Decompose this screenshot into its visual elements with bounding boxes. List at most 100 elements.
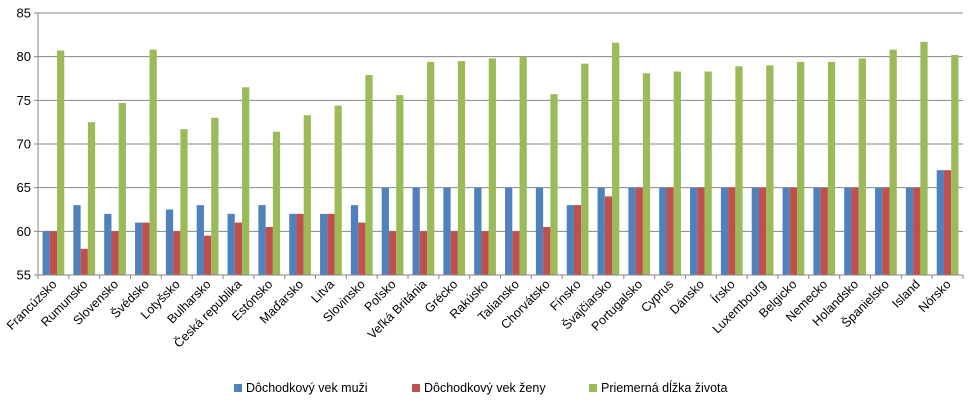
bar-life-expectancy [704, 71, 712, 275]
bar-life-expectancy [797, 61, 805, 275]
bar-men [597, 187, 605, 275]
bar-women [296, 213, 304, 275]
bar-women [234, 222, 243, 275]
bar-men [227, 213, 235, 275]
bar-life-expectancy [396, 95, 404, 275]
bar-men [936, 170, 944, 275]
bar-life-expectancy [612, 42, 620, 275]
bar-men [659, 187, 667, 275]
y-tick-label: 60 [17, 224, 31, 239]
bar-men [535, 187, 544, 275]
bar-men [566, 205, 574, 275]
bar-life-expectancy [242, 87, 250, 275]
axes [34, 12, 964, 279]
bar-men [381, 187, 389, 275]
bar-men [350, 205, 359, 275]
y-tick-label: 80 [17, 49, 31, 64]
bar-men [135, 222, 143, 275]
y-axis-ticks: 55 60 65 70 75 80 85 [17, 6, 31, 283]
bar-life-expectancy [673, 71, 681, 275]
bar-life-expectancy [920, 41, 928, 275]
bar-men [443, 187, 451, 275]
bar-women [203, 235, 212, 275]
y-tick-label: 85 [17, 6, 31, 21]
bar-women [728, 187, 736, 275]
bar-life-expectancy [57, 50, 65, 275]
bar-women [111, 231, 119, 275]
bar-men [42, 231, 50, 275]
bar-life-expectancy [735, 66, 743, 276]
bar-women [882, 187, 890, 275]
bar-men [165, 209, 174, 275]
bar-men [474, 187, 482, 275]
bar-men [782, 187, 790, 275]
y-tick-label: 55 [17, 268, 31, 283]
bar-women [913, 187, 921, 275]
legend-label: Dôchodkový vek ženy [424, 381, 546, 395]
bar-men [690, 187, 698, 275]
bar-women [173, 231, 181, 275]
bar-women [666, 187, 674, 275]
bar-women [789, 187, 798, 275]
bar-women [358, 222, 366, 275]
bar-men [720, 187, 729, 275]
bar-life-expectancy [427, 61, 435, 275]
bar-life-expectancy [303, 115, 311, 276]
bar-women [697, 187, 705, 275]
bar-men [813, 187, 821, 275]
bar-men [875, 187, 883, 275]
legend-label: Priemerná dĺžka života [601, 380, 727, 395]
bar-women [943, 170, 952, 275]
y-tick-label: 75 [17, 93, 31, 108]
bar-men [289, 213, 297, 275]
bar-women [80, 248, 88, 275]
bar-life-expectancy [827, 61, 836, 275]
bar-life-expectancy [87, 122, 96, 275]
bar-women [820, 187, 828, 275]
bar-women [142, 222, 150, 275]
bar-life-expectancy [365, 75, 373, 275]
bars [42, 41, 959, 276]
bar-women [49, 231, 58, 275]
bar-life-expectancy [550, 94, 558, 275]
bar-women [604, 196, 613, 275]
bar-women [758, 187, 767, 275]
bar-life-expectancy [211, 117, 219, 275]
bar-life-expectancy [180, 129, 188, 275]
x-tick-label: Dánsko [667, 277, 707, 317]
bar-women [419, 231, 428, 275]
bar-men [844, 187, 852, 275]
bar-life-expectancy [889, 49, 897, 276]
x-tick-label: Nórsko [916, 277, 954, 315]
bar-women [481, 231, 489, 275]
bar-women [573, 205, 582, 275]
bar-men [751, 187, 759, 275]
bar-life-expectancy [488, 58, 496, 275]
legend-swatch [234, 384, 242, 392]
y-tick-label: 70 [17, 137, 31, 152]
bar-life-expectancy [766, 65, 774, 276]
bar-life-expectancy [642, 73, 651, 275]
bar-life-expectancy [951, 54, 959, 275]
bar-life-expectancy [858, 58, 866, 275]
bar-life-expectancy [581, 63, 589, 276]
bar-life-expectancy [457, 61, 466, 275]
bar-life-expectancy [334, 105, 342, 275]
bar-women [327, 213, 335, 275]
bar-men [505, 187, 513, 275]
bar-women [265, 226, 273, 275]
bar-women [450, 231, 458, 275]
legend-swatch [412, 384, 420, 392]
y-tick-label: 65 [17, 180, 31, 195]
bar-men [628, 187, 636, 275]
bar-women [851, 187, 859, 275]
bar-men [412, 187, 420, 275]
bar-men [196, 205, 204, 275]
legend: Dôchodkový vek muži Dôchodkový vek ženy Pr… [234, 380, 727, 395]
bar-life-expectancy [118, 102, 126, 275]
bar-life-expectancy [272, 131, 281, 275]
bar-men [104, 213, 112, 275]
bar-men [73, 205, 81, 275]
